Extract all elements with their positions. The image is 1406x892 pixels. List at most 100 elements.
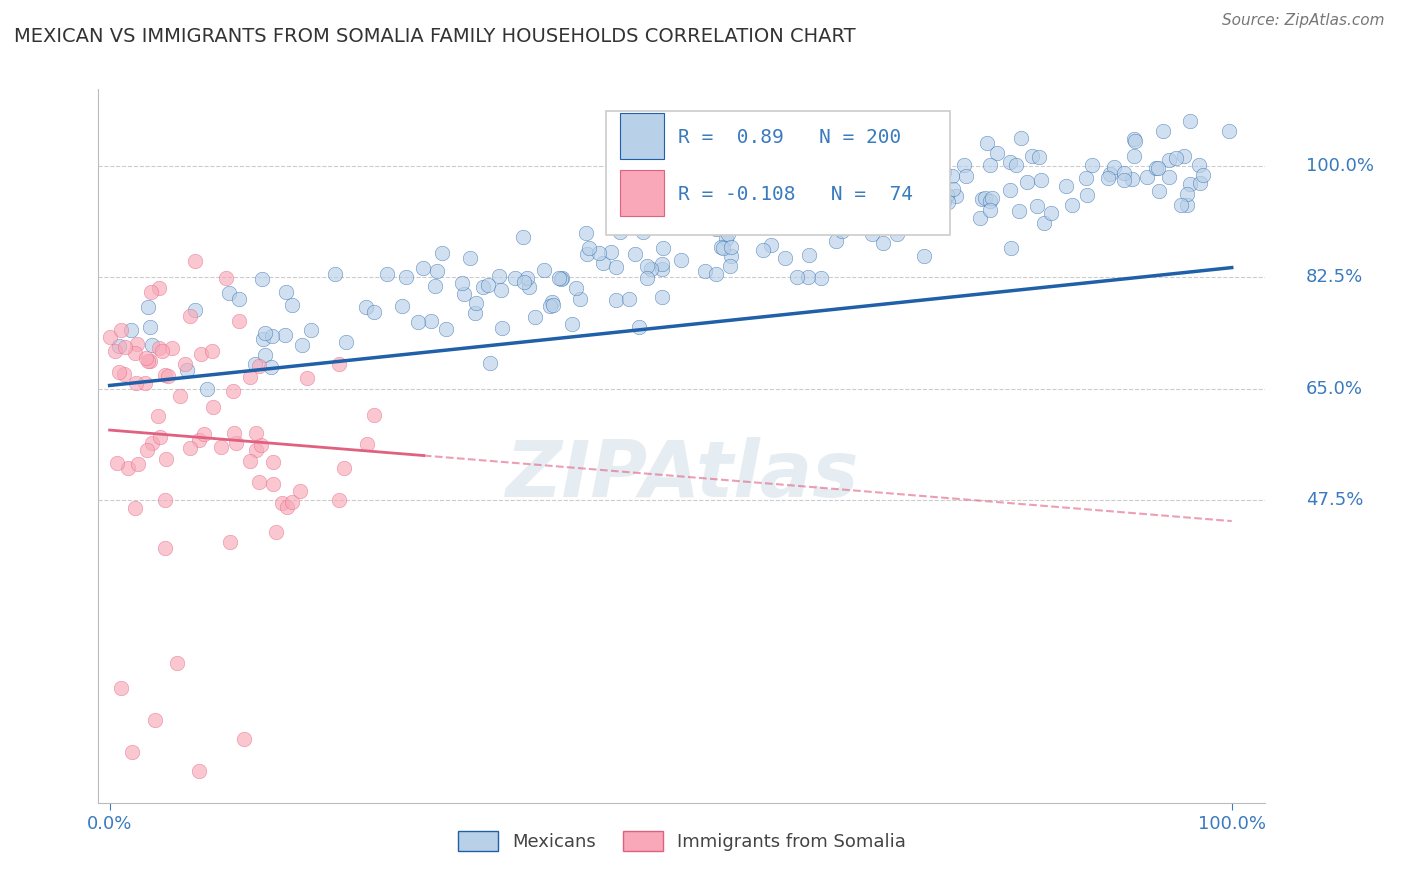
Point (465, 295, 488, 310)
Point (491, 283, 513, 297)
Point (228, 313, 250, 327)
Point (391, 300, 413, 314)
Point (797, 248, 820, 262)
Point (110, 323, 132, 337)
Point (472, 280, 495, 294)
Point (853, 167, 876, 181)
Point (149, 429, 172, 443)
Point (917, 191, 939, 205)
Point (550, 271, 572, 285)
Point (517, 280, 540, 294)
Point (972, 193, 994, 207)
Point (141, 436, 163, 450)
Point (979, 158, 1001, 172)
Point (576, 246, 599, 260)
Text: 82.5%: 82.5% (1306, 268, 1364, 286)
Point (215, 271, 238, 285)
Point (328, 492, 350, 507)
Point (188, 764, 211, 778)
Point (551, 271, 574, 285)
Point (821, 186, 844, 200)
Point (156, 369, 179, 384)
Point (636, 271, 658, 285)
Point (605, 293, 627, 308)
Text: 47.5%: 47.5% (1306, 491, 1364, 509)
Point (955, 169, 977, 183)
Point (761, 237, 783, 252)
Point (281, 298, 304, 312)
Text: R = -0.108   N =  74: R = -0.108 N = 74 (679, 186, 914, 204)
Point (195, 382, 218, 396)
Point (112, 367, 135, 381)
Point (801, 210, 824, 224)
Point (193, 427, 215, 442)
Point (1136, 170, 1159, 185)
Point (866, 196, 889, 211)
Point (640, 261, 662, 276)
Point (274, 285, 297, 300)
Point (823, 198, 845, 212)
Point (323, 267, 346, 281)
Point (1010, 131, 1032, 145)
Point (201, 343, 224, 358)
Point (114, 341, 136, 355)
Point (169, 389, 191, 403)
Point (773, 252, 796, 266)
Point (720, 240, 742, 254)
Point (176, 363, 198, 377)
Text: 100.0%: 100.0% (1306, 157, 1374, 175)
Point (986, 145, 1008, 160)
Point (772, 215, 794, 229)
Point (1114, 165, 1136, 179)
Point (938, 194, 960, 209)
Point (299, 323, 322, 337)
Point (714, 232, 737, 246)
Point (540, 295, 562, 310)
Point (290, 337, 312, 351)
Point (1173, 149, 1195, 163)
Point (201, 401, 224, 415)
Point (669, 212, 692, 227)
Point (288, 483, 311, 498)
Point (328, 357, 350, 371)
Point (1164, 151, 1187, 165)
Point (160, 342, 183, 356)
Point (1175, 187, 1198, 202)
Point (243, 357, 266, 371)
Point (239, 454, 262, 468)
Point (179, 441, 201, 455)
Point (1029, 173, 1052, 187)
Point (363, 408, 385, 422)
Point (266, 525, 288, 540)
Point (1000, 241, 1022, 255)
Point (252, 332, 274, 346)
Point (979, 194, 1001, 209)
Point (250, 438, 273, 452)
Point (148, 409, 170, 423)
Point (651, 262, 673, 277)
Point (1039, 206, 1062, 220)
FancyBboxPatch shape (620, 112, 665, 159)
Point (478, 356, 501, 370)
Point (143, 713, 166, 727)
Point (110, 681, 132, 695)
Point (253, 326, 276, 340)
Point (592, 256, 614, 270)
Point (117, 460, 139, 475)
Point (877, 199, 900, 213)
Point (752, 243, 775, 257)
Point (108, 339, 131, 353)
Point (125, 376, 148, 390)
Point (886, 227, 908, 241)
Point (718, 260, 741, 274)
Point (150, 344, 173, 359)
Point (222, 384, 245, 399)
Point (262, 476, 284, 491)
Point (1000, 155, 1022, 169)
Point (523, 310, 546, 325)
Point (578, 241, 600, 255)
Point (1076, 188, 1098, 202)
Point (233, 732, 256, 747)
Point (335, 334, 357, 349)
Point (420, 314, 443, 328)
